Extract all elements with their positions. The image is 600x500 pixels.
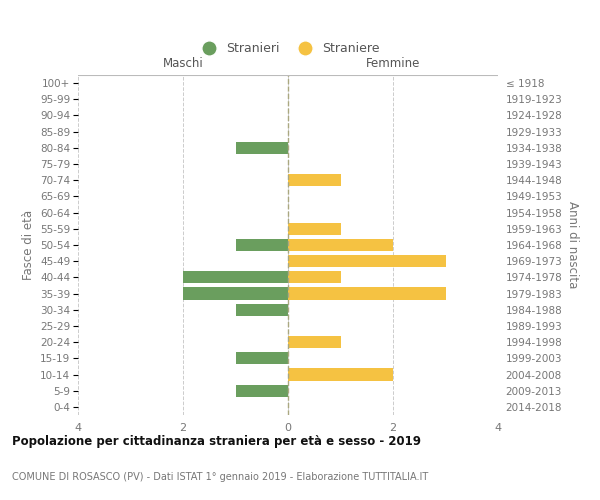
Bar — [235, 352, 288, 364]
Bar — [235, 239, 288, 251]
Bar — [183, 288, 288, 300]
Bar — [288, 288, 445, 300]
Bar — [288, 336, 341, 348]
Y-axis label: Anni di nascita: Anni di nascita — [566, 202, 579, 288]
Bar — [288, 174, 341, 186]
Bar — [288, 239, 393, 251]
Text: Femmine: Femmine — [366, 57, 420, 70]
Bar — [288, 255, 445, 268]
Bar — [235, 304, 288, 316]
Legend: Stranieri, Straniere: Stranieri, Straniere — [191, 37, 385, 60]
Bar — [183, 272, 288, 283]
Text: Popolazione per cittadinanza straniera per età e sesso - 2019: Popolazione per cittadinanza straniera p… — [12, 435, 421, 448]
Bar — [288, 368, 393, 380]
Bar — [235, 384, 288, 397]
Text: COMUNE DI ROSASCO (PV) - Dati ISTAT 1° gennaio 2019 - Elaborazione TUTTITALIA.IT: COMUNE DI ROSASCO (PV) - Dati ISTAT 1° g… — [12, 472, 428, 482]
Text: Maschi: Maschi — [163, 57, 203, 70]
Y-axis label: Fasce di età: Fasce di età — [22, 210, 35, 280]
Bar — [288, 272, 341, 283]
Bar — [235, 142, 288, 154]
Bar — [288, 222, 341, 235]
